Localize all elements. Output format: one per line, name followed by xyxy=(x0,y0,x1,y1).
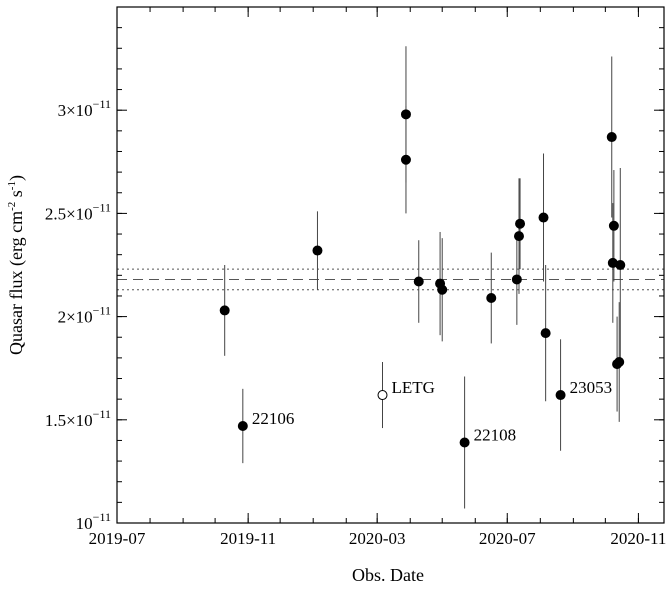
data-point xyxy=(237,420,248,431)
data-point xyxy=(608,220,619,231)
y-axis-label-sup1: -2 xyxy=(6,202,18,211)
data-point xyxy=(513,231,524,242)
data-point xyxy=(538,212,549,223)
x-tick-label: 2019-11 xyxy=(220,529,276,548)
y-axis-label: Quasar flux (erg cm-2 s-1) xyxy=(6,175,27,355)
axes: 2019-07 2019-11 2020-03 2020-07 2020-11 10−11… xyxy=(45,6,666,548)
data-point xyxy=(413,276,424,287)
x-tick-label: 2019-07 xyxy=(89,529,146,548)
data-point xyxy=(400,109,411,120)
data-point xyxy=(615,260,626,270)
data-point xyxy=(606,132,617,143)
data-point xyxy=(614,357,625,368)
data-point xyxy=(555,390,566,401)
plot-frame xyxy=(116,6,665,524)
data-point xyxy=(400,154,411,165)
point-annotation: 23053 xyxy=(570,378,613,397)
data-point xyxy=(486,293,497,304)
y-tick-label: 2.5×10−11 xyxy=(45,200,111,223)
data-point xyxy=(515,218,526,229)
x-tick-label: 2020-11 xyxy=(610,529,666,548)
data-point-open xyxy=(377,390,388,401)
y-axis-label-end: ) xyxy=(6,175,27,181)
data-point xyxy=(437,284,448,295)
data-point xyxy=(511,274,522,285)
svg-text:Quasar flux (erg cm-2 s-1): Quasar flux (erg cm-2 s-1) xyxy=(6,175,27,355)
point-annotation: LETG xyxy=(392,378,435,397)
y-tick-label: 2×10−11 xyxy=(58,304,111,327)
point-annotation: 22108 xyxy=(474,426,516,445)
plot-area: 22106 LETG 22108 23053 xyxy=(117,46,664,509)
y-axis-label-mid: s xyxy=(6,190,26,202)
data-point xyxy=(540,328,551,339)
y-axis-label-sup2: -1 xyxy=(6,181,18,190)
x-tick-label: 2020-03 xyxy=(349,529,406,548)
data-point xyxy=(312,245,323,256)
y-tick-label: 3×10−11 xyxy=(58,97,111,120)
point-annotation: 22106 xyxy=(252,409,295,428)
y-axis-label-main: Quasar flux (erg cm xyxy=(6,211,27,355)
x-axis-label: Obs. Date xyxy=(352,565,424,585)
data-point xyxy=(459,437,470,448)
y-tick-label: 10−11 xyxy=(76,510,111,533)
y-tick-label: 1.5×10−11 xyxy=(45,407,111,430)
x-tick-label: 2020-07 xyxy=(479,529,536,548)
data-point xyxy=(219,305,230,316)
